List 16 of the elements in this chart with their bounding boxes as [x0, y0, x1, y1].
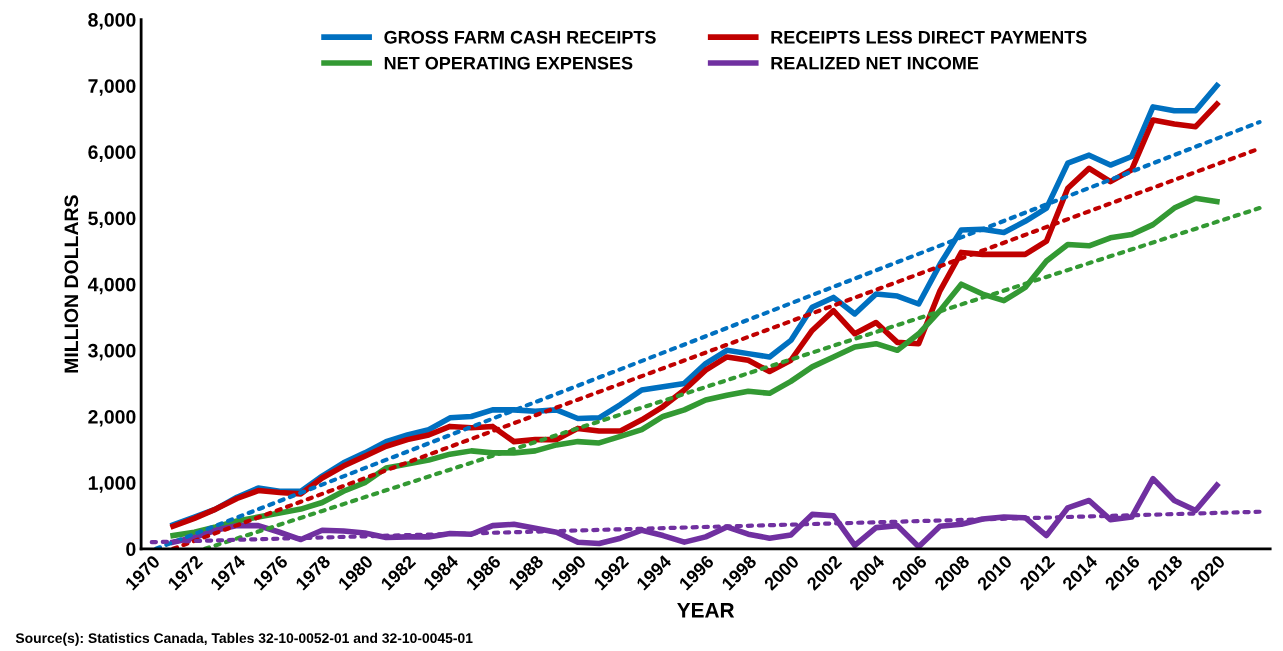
- y-tick-label: 8,000: [88, 13, 136, 30]
- legend-label: RECEIPTS LESS DIRECT PAYMENTS: [771, 30, 1087, 44]
- y-tick-label: 2,000: [88, 409, 136, 427]
- y-tick-label: 0: [126, 542, 136, 557]
- y-tick-label: 4,000: [87, 277, 136, 295]
- legend-label: GROSS FARM CASH RECEIPTS: [384, 30, 656, 44]
- y-tick-label: 1,000: [88, 476, 136, 493]
- source-note: Source(s): Statistics Canada, Tables 32-10-0052-01 and 32-10-0045-01: [15, 632, 473, 646]
- y-axis-title: MILLION DOLLARS: [64, 195, 79, 373]
- y-tick-label: 6,000: [88, 145, 136, 162]
- x-axis-title: YEAR: [677, 603, 735, 618]
- legend-label: NET OPERATING EXPENSES: [384, 56, 633, 70]
- y-tick-label: 3,000: [88, 343, 136, 361]
- legend-label: REALIZED NET INCOME: [771, 56, 979, 70]
- y-tick-label: 7,000: [88, 79, 136, 96]
- y-tick-label: 5,000: [88, 211, 136, 229]
